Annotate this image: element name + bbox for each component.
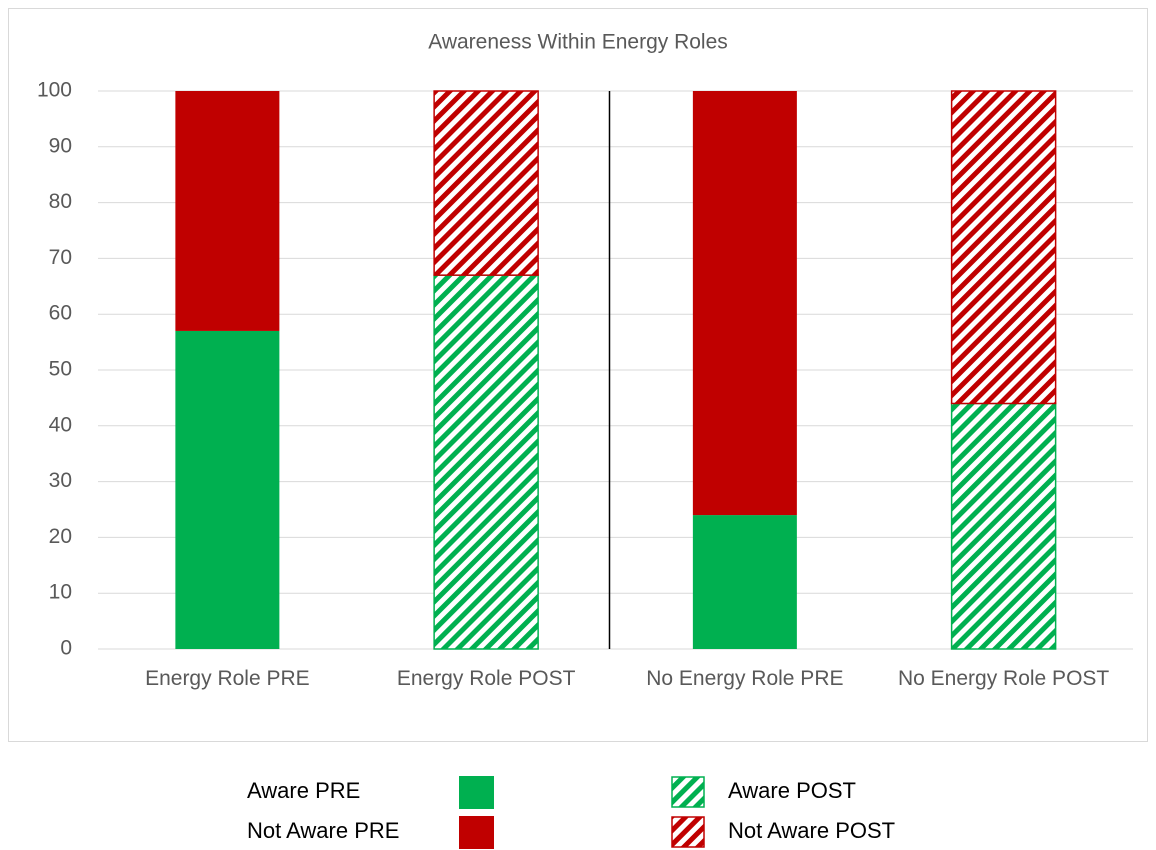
y-tick-label: 20 [49, 525, 72, 548]
legend-label: Aware POST [728, 778, 856, 803]
bar-segment [692, 91, 797, 516]
y-tick-label: 10 [49, 581, 72, 604]
x-tick-label-box: No Energy Role POST [897, 667, 1110, 690]
bar-segment [433, 90, 539, 276]
x-tick-label: No Energy Role PRE [646, 667, 844, 690]
legend-swatch [459, 816, 494, 849]
y-tick-label: 0 [60, 637, 72, 660]
x-tick-label-box: No Energy Role PRE [646, 667, 844, 690]
bar-segment [175, 91, 280, 331]
y-tick-label: 80 [49, 190, 72, 213]
y-tick-label: 40 [49, 413, 72, 436]
x-tick-label-box: Energy Role PRE [145, 667, 310, 690]
x-tick-label-box: Energy Role POST [396, 667, 576, 690]
bar-segment [433, 274, 539, 650]
y-tick-label: 100 [37, 79, 72, 102]
legend-swatch [671, 816, 705, 848]
x-tick-label: No Energy Role POST [897, 667, 1110, 690]
y-tick-label: 90 [49, 134, 72, 157]
x-tick-label: Energy Role PRE [145, 667, 310, 690]
legend-label: Aware PRE [247, 778, 360, 803]
bar-segment [950, 90, 1057, 405]
y-tick-label: 60 [49, 302, 72, 325]
bar-segment [950, 402, 1057, 650]
chart-title: Awareness Within Energy Roles [428, 31, 728, 54]
y-tick-label: 50 [49, 358, 72, 381]
bar-segment [175, 330, 280, 649]
legend-label: Not Aware POST [728, 818, 895, 843]
y-tick-label: 30 [49, 469, 72, 492]
bar-segment [692, 515, 797, 649]
x-tick-label: Energy Role POST [396, 667, 576, 690]
y-tick-label: 70 [49, 246, 72, 269]
legend-swatch [671, 776, 705, 808]
legend-swatch [459, 776, 494, 809]
legend-label: Not Aware PRE [247, 818, 399, 843]
